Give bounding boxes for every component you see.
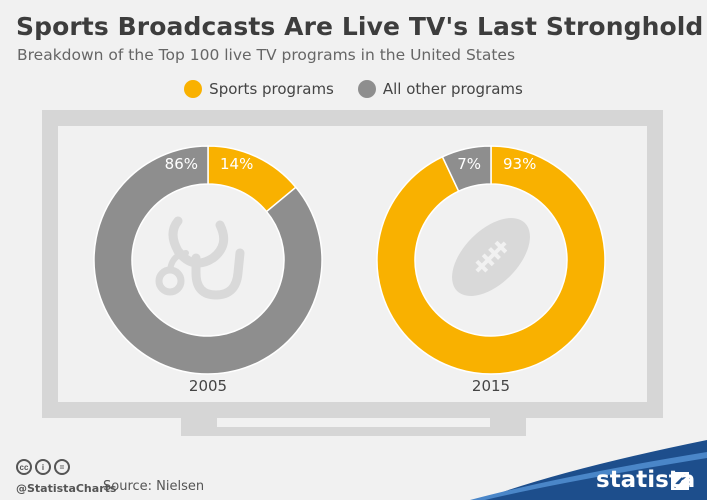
legend-label-other: All other programs (382, 80, 523, 98)
statista-swoosh-light (470, 452, 707, 500)
source-note: Source: Nielsen (103, 479, 205, 494)
legend: Sports programs All other programs (0, 80, 707, 98)
chart-title: Sports Broadcasts Are Live TV's Last Str… (16, 12, 704, 41)
tv-frame (42, 110, 663, 418)
stethoscope-icon (155, 216, 245, 300)
legend-item-other: All other programs (357, 80, 523, 98)
tv-stand (181, 427, 526, 436)
license-icons: cc i = (16, 459, 70, 475)
donut-chart-2005: 14% 86% (93, 145, 323, 375)
nd-icon: = (54, 459, 70, 475)
football-icon (452, 218, 530, 296)
data-label-2015-sports: 93% (503, 155, 536, 173)
cc-icon: cc (16, 459, 32, 475)
legend-item-sports: Sports programs (184, 80, 334, 98)
donut-slice-2015-other (441, 145, 492, 193)
data-label-2005-other: 86% (165, 155, 198, 173)
statista-logo[interactable]: statista (596, 467, 696, 493)
chart-subtitle: Breakdown of the Top 100 live TV program… (17, 46, 516, 64)
by-icon: i (35, 459, 51, 475)
legend-label-sports: Sports programs (209, 80, 334, 98)
statista-handle[interactable]: @StatistaCharts (16, 482, 117, 495)
year-label-2005: 2005 (188, 377, 228, 395)
donut-slice-2005-other (93, 145, 323, 375)
donut-slice-2015-sports (376, 145, 606, 375)
legend-swatch-sports (184, 80, 203, 98)
data-label-2015-other: 7% (457, 155, 481, 173)
donut-chart-2015: 93% 7% (376, 145, 606, 375)
legend-swatch-other (357, 80, 376, 98)
year-label-2015: 2015 (471, 377, 511, 395)
data-label-2005-sports: 14% (220, 155, 253, 173)
